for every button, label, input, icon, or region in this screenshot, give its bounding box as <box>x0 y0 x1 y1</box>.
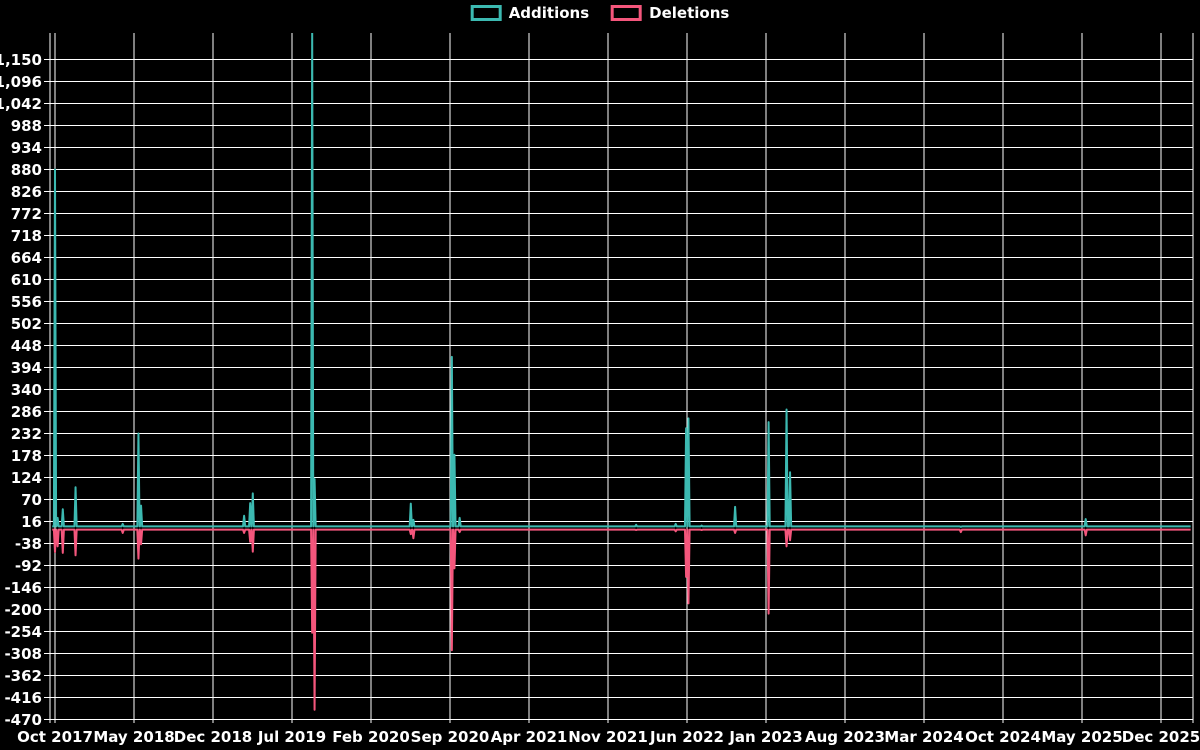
y-axis-tick-label: 934 <box>11 139 42 157</box>
y-axis-tick-label: 610 <box>11 271 42 289</box>
y-axis-tick-label: 1,096 <box>0 73 42 91</box>
additions-line-series <box>52 33 1191 528</box>
y-axis-tick-label: 340 <box>11 381 42 399</box>
y-axis-tick-label: -362 <box>4 667 42 685</box>
y-axis-tick-label: 880 <box>11 161 42 179</box>
y-axis-tick-label: 394 <box>11 359 42 377</box>
y-axis-tick-label: -200 <box>4 601 42 619</box>
legend-item-additions[interactable]: Additions <box>470 4 590 22</box>
x-axis-tick-label: Feb 2020 <box>332 728 410 746</box>
y-axis-tick-label: -308 <box>4 645 42 663</box>
y-axis-tick-label: 1,042 <box>0 95 42 113</box>
y-axis-tick-label: 502 <box>11 315 42 333</box>
deletions-line-series <box>52 528 1191 711</box>
y-axis-tick-label: 178 <box>11 447 42 465</box>
y-axis-tick-label: 232 <box>11 425 42 443</box>
y-axis-tick-label: -38 <box>15 535 42 553</box>
additions-swatch-icon <box>470 5 502 21</box>
x-axis-tick-label: Oct 2024 <box>965 728 1041 746</box>
x-axis-tick-label: Jul 2019 <box>257 728 326 746</box>
y-axis-tick-label: 124 <box>11 469 42 487</box>
x-axis-tick-label: Apr 2021 <box>491 728 568 746</box>
y-axis-tick-label: 1,150 <box>0 51 42 69</box>
y-axis-tick-label: 718 <box>11 227 42 245</box>
x-axis-tick-label: Jun 2022 <box>649 728 724 746</box>
legend-item-deletions[interactable]: Deletions <box>611 4 729 22</box>
legend-label-additions: Additions <box>508 4 590 22</box>
x-axis-tick-label: May 2025 <box>1041 728 1122 746</box>
y-axis-tick-label: -470 <box>4 711 42 729</box>
x-axis-tick-label: Sep 2020 <box>411 728 490 746</box>
y-axis-tick-label: 772 <box>11 205 42 223</box>
deletions-swatch-icon <box>611 5 643 21</box>
x-axis-tick-label: Nov 2021 <box>568 728 648 746</box>
y-axis-tick-label: 556 <box>11 293 42 311</box>
x-axis-tick-label: Dec 2025 <box>1122 728 1200 746</box>
x-axis-tick-label: Dec 2018 <box>174 728 253 746</box>
y-axis-tick-label: 988 <box>11 117 42 135</box>
y-axis-tick-label: 826 <box>11 183 42 201</box>
y-axis-tick-label: 664 <box>11 249 42 267</box>
x-axis-tick-label: May 2018 <box>93 728 174 746</box>
y-axis-tick-label: -92 <box>15 557 42 575</box>
y-axis-tick-label: 286 <box>11 403 42 421</box>
legend-label-deletions: Deletions <box>649 4 730 22</box>
x-axis-tick-label: Oct 2017 <box>17 728 93 746</box>
x-axis-tick-label: Jan 2023 <box>728 728 802 746</box>
x-axis-tick-label: Aug 2023 <box>805 728 885 746</box>
y-axis-tick-label: -254 <box>4 623 42 641</box>
y-axis-tick-label: 16 <box>21 513 42 531</box>
y-axis-tick-label: -146 <box>4 579 42 597</box>
y-axis-tick-label: -416 <box>4 689 42 707</box>
chart-legend: Additions Deletions <box>470 4 729 22</box>
y-axis-tick-label: 448 <box>11 337 42 355</box>
x-axis-tick-label: Mar 2024 <box>884 728 963 746</box>
y-axis-tick-label: 70 <box>21 491 42 509</box>
